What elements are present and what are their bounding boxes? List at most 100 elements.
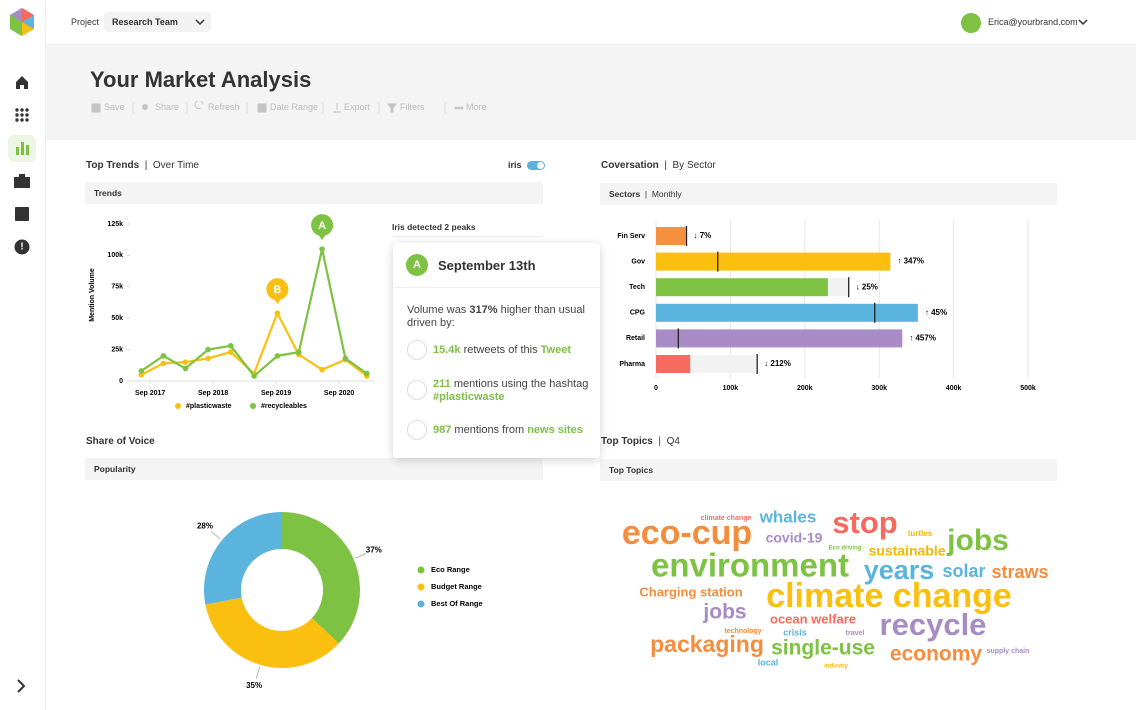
legend-label: Eco Range [431, 565, 470, 574]
bar [656, 278, 828, 297]
section-bar: Top Topics [600, 459, 1057, 481]
legend-swatch [417, 600, 425, 608]
legend-label: #plasticwaste [186, 403, 232, 410]
topic-word: eco-cup [622, 514, 752, 552]
data-point [319, 366, 325, 373]
link[interactable]: news sites [527, 424, 583, 436]
text: Volume was [407, 304, 467, 316]
toolbar-icons [91, 101, 464, 114]
user-chevron[interactable] [1078, 18, 1088, 26]
section-bar: Sectors | Monthly [600, 183, 1057, 205]
y-axis-label: Mention Volume [89, 268, 96, 322]
apps-icon[interactable] [15, 108, 29, 122]
topic-word: jobs [946, 524, 1009, 557]
y-tick-label: 50k [111, 315, 123, 322]
bar [656, 303, 918, 322]
user-email[interactable]: Erica@yourbrand.com [988, 17, 1078, 27]
bar [656, 355, 691, 373]
data-point [295, 349, 302, 355]
data-point [205, 355, 211, 362]
topic-word: packaging [650, 631, 764, 657]
peak-popup: A September 13th Volume was 317% higher … [393, 243, 600, 458]
topic-word: solar [942, 561, 985, 581]
project-label: Project [71, 17, 100, 27]
project-name: Research Team [112, 17, 178, 27]
briefcase-icon[interactable] [14, 174, 30, 188]
x-tick-label: 0 [654, 385, 658, 392]
topic-word: technology [724, 628, 761, 635]
toolbar-button[interactable]: Save [104, 102, 125, 112]
highlight: 317% [469, 304, 498, 316]
panel-subtitle: Over Time [152, 160, 199, 171]
change-label: ↑ 45% [925, 308, 947, 317]
topic-word: Charging station [639, 584, 742, 599]
avatar[interactable] [961, 13, 981, 33]
logo[interactable] [10, 8, 34, 36]
data-point [251, 373, 257, 379]
x-tick-label: Sep 2017 [135, 390, 165, 397]
data-point [182, 365, 189, 372]
popup-item: 211 mentions using the hashtag #plasticw… [433, 378, 593, 404]
data-point [182, 359, 189, 365]
data-point [342, 355, 349, 362]
count: 15.4k [433, 344, 461, 356]
value-label: 28% [197, 521, 213, 530]
peak-label: A [318, 220, 326, 232]
data-point [274, 353, 281, 359]
category-label: Fin Serv [617, 233, 645, 240]
topic-word: sustainable [868, 543, 945, 559]
text: mentions from [454, 424, 525, 436]
series-line [140, 248, 368, 378]
toolbar-button[interactable]: More [466, 102, 487, 112]
x-tick-label: 500k [1020, 385, 1036, 392]
popup-intro: Volume was 317% higher than usual driven… [407, 304, 587, 330]
x-tick-label: Sep 2020 [324, 390, 354, 397]
slice [205, 597, 339, 668]
toggle[interactable] [527, 161, 545, 170]
slice [282, 512, 360, 644]
count: 211 [433, 378, 451, 390]
x-tick-label: 300k [871, 385, 887, 392]
topic-word: ocean welfare [770, 611, 856, 626]
bar [656, 252, 891, 271]
popup-date: September 13th [438, 258, 536, 273]
panel-title: Share of Voice [86, 436, 155, 447]
toolbar-button[interactable]: Date Range [270, 102, 319, 112]
link[interactable]: #plasticwaste [433, 391, 505, 403]
toolbar-button[interactable]: Filters [400, 102, 425, 112]
report-icon[interactable] [15, 207, 29, 221]
globe-icon [407, 420, 427, 440]
panel-heading: Top Topics | Q4 [601, 436, 680, 447]
toolbar-button[interactable]: Refresh [208, 102, 240, 112]
y-tick-label: 125k [107, 221, 123, 228]
toolbar-button[interactable]: Share [155, 102, 180, 112]
hashtag-icon [407, 380, 427, 400]
chevron [195, 19, 205, 26]
topic-word: whales [759, 507, 817, 526]
topic-word: crisis [783, 627, 807, 637]
section-period: Monthly [651, 189, 682, 199]
count: 987 [433, 424, 452, 436]
change-label: ↓ 212% [764, 359, 791, 368]
value-label: 37% [366, 545, 382, 554]
link[interactable]: Tweet [540, 344, 571, 356]
panel-title: Coversation [601, 160, 659, 171]
change-label: ↓ 7% [694, 231, 712, 240]
previous-range [827, 278, 849, 297]
leader [255, 666, 261, 679]
change-label: ↑ 347% [897, 257, 924, 266]
toolbar-button[interactable]: Export [344, 102, 371, 112]
topic-word: turtles [908, 529, 933, 538]
change-label: ↓ 25% [856, 282, 878, 291]
topic-word: local [758, 657, 779, 667]
topic-word: stop [832, 505, 897, 540]
peak-label: B [273, 284, 281, 296]
expand-icon[interactable] [17, 679, 26, 693]
category-label: Tech [629, 284, 645, 291]
alert-icon[interactable] [14, 239, 30, 255]
project-select[interactable]: Research Team [104, 12, 211, 32]
sidebar: ! [0, 0, 46, 710]
panel-title: Top Trends [86, 160, 140, 171]
home-icon[interactable] [16, 76, 28, 89]
